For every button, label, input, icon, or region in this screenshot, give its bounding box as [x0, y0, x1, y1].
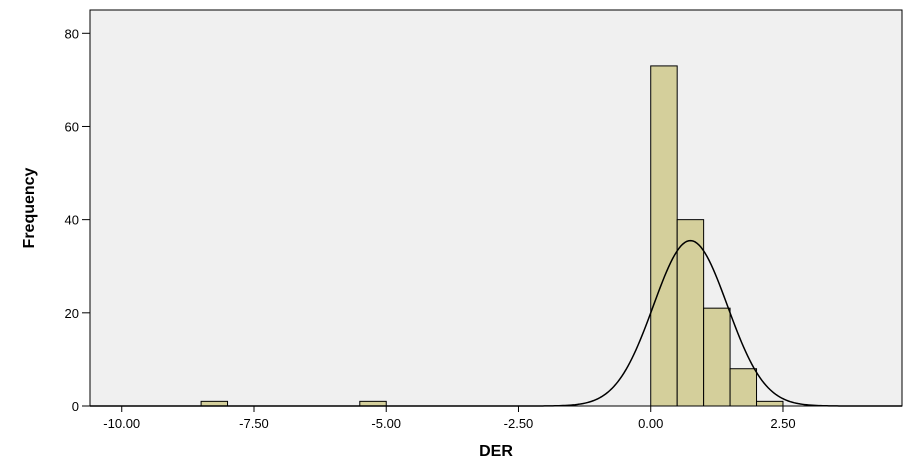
x-tick-label: 2.50 — [770, 416, 795, 431]
x-tick-label: -2.50 — [504, 416, 534, 431]
histogram-bar — [650, 65, 678, 407]
y-tick-label: 40 — [65, 213, 79, 228]
x-tick-label: -7.50 — [239, 416, 269, 431]
plot-area — [89, 9, 903, 407]
histogram-bars — [200, 65, 784, 407]
y-axis: 0 20 40 60 80 — [65, 26, 90, 414]
x-axis: -10.00 -7.50 -5.00 -2.50 0.00 2.50 — [103, 406, 796, 431]
histogram-bar — [703, 307, 731, 407]
x-tick-label: 0.00 — [638, 416, 663, 431]
x-tick-label: -5.00 — [371, 416, 401, 431]
histogram-bar — [676, 219, 705, 407]
y-tick-label: 60 — [65, 119, 79, 134]
x-tick-label: -10.00 — [103, 416, 140, 431]
y-axis-title: Frequency — [21, 167, 38, 248]
y-tick-label: 20 — [65, 306, 79, 321]
histogram-bar — [756, 400, 784, 407]
y-tick-label: 80 — [65, 26, 79, 41]
normal-curve — [90, 239, 902, 407]
x-axis-title: DER — [479, 443, 513, 460]
histogram-bar — [729, 368, 758, 407]
y-tick-label: 0 — [72, 399, 79, 414]
